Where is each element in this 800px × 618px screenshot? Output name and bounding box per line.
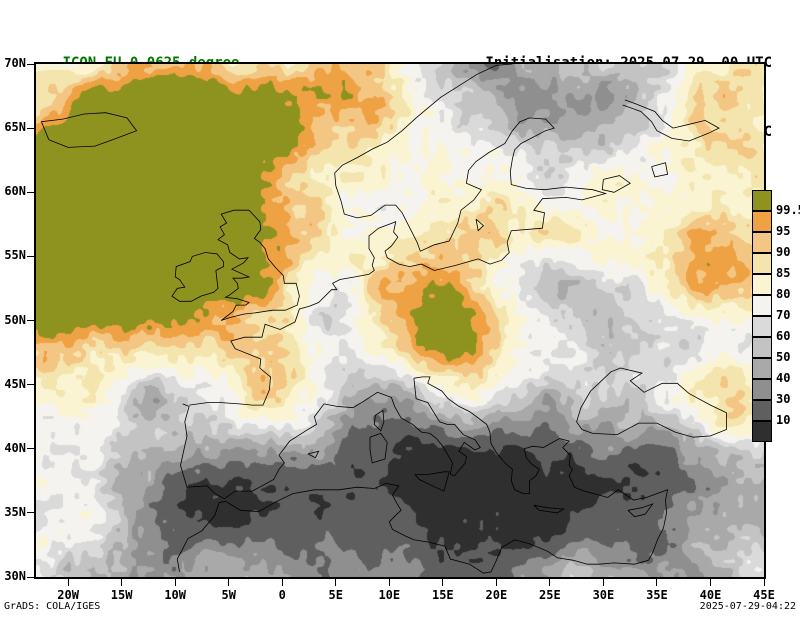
lon-tick-label: 15W (110, 588, 133, 602)
coastline-path (189, 64, 608, 406)
legend-color-cell (752, 295, 772, 316)
lon-tick (495, 579, 497, 586)
lon-tick (67, 579, 69, 586)
lon-tick-label: 45E (753, 588, 775, 602)
coastline-path (40, 112, 138, 148)
lat-tick (27, 127, 34, 129)
lat-tick (27, 255, 34, 257)
coastline-path (576, 367, 727, 438)
lon-tick-label: 5E (328, 588, 343, 602)
lon-tick (549, 579, 551, 586)
lon-tick (709, 579, 711, 586)
lat-tick-label: 35N (4, 504, 26, 519)
lat-tick-label: 50N (4, 312, 26, 327)
lon-tick-label: 10W (164, 588, 187, 602)
lat-tick-label: 45N (4, 376, 26, 391)
legend-color-cell (752, 358, 772, 379)
lon-tick-label: 35E (646, 588, 668, 602)
cloud-cover-raster (36, 64, 764, 577)
lon-tick (174, 579, 176, 586)
lat-tick (27, 384, 34, 386)
grads-credit: GrADS: COLA/IGES (4, 601, 101, 612)
lon-tick-label: 10E (378, 588, 401, 602)
lat-tick-label: 65N (4, 120, 26, 135)
legend-color-cell (752, 400, 772, 421)
lat-tick-label: 40N (4, 440, 26, 455)
coastline-path (627, 503, 654, 518)
coastline-path (373, 409, 385, 432)
legend-value-label: 85 (776, 266, 791, 280)
coastline-path (533, 504, 566, 514)
lat-tick (27, 63, 34, 65)
lon-tick-label: 5W (221, 588, 236, 602)
legend-color-cell (752, 379, 772, 400)
lat-tick-label: 70N (4, 56, 26, 70)
lat-tick (27, 512, 34, 514)
legend-value-label: 99.5 (776, 203, 800, 217)
legend-color-cell (752, 316, 772, 337)
legend-color-cell (752, 337, 772, 358)
coastline-path (651, 162, 669, 178)
coastline-path (414, 471, 450, 492)
lat-tick (27, 191, 34, 193)
lat-tick-label: 30N (4, 569, 26, 583)
creation-timestamp: 2025-07-29-04:22 (699, 601, 796, 612)
legend-value-label: 90 (776, 245, 791, 259)
coastline-path (622, 99, 720, 142)
legend-color-cell (752, 232, 772, 253)
coastline-path (601, 175, 631, 193)
lon-tick-label: 15E (431, 588, 454, 602)
legend-color-cell (752, 211, 772, 232)
lon-tick (121, 579, 123, 586)
map-frame (34, 62, 766, 579)
legend-value-label: 10 (776, 413, 791, 427)
legend-color-cell (752, 253, 772, 274)
coastline-path (176, 376, 669, 574)
lat-tick (27, 320, 34, 321)
lon-tick (763, 579, 765, 586)
legend-color-cell (752, 421, 772, 442)
legend-value-label: 80 (776, 287, 791, 301)
lon-tick-label: 20E (485, 588, 508, 602)
coastline-path (475, 218, 485, 232)
legend-value-label: 50 (776, 350, 791, 364)
legend-value-label: 30 (776, 392, 791, 406)
lat-tick (27, 576, 34, 578)
lon-tick (388, 579, 390, 586)
lon-tick (335, 579, 337, 586)
legend-value-label: 60 (776, 329, 791, 343)
lon-tick-label: 40E (699, 588, 722, 602)
legend-value-label: 95 (776, 224, 791, 238)
lon-tick (442, 579, 444, 586)
lon-tick-label: 0 (278, 588, 286, 602)
lon-tick-label: 30E (592, 588, 615, 602)
coastline-path (369, 432, 388, 464)
lon-tick (656, 579, 658, 586)
legend-color-cell (752, 190, 772, 211)
legend-color-cell (752, 274, 772, 295)
lon-tick-label: 25E (539, 588, 561, 602)
lat-tick-label: 55N (4, 248, 26, 263)
lat-tick (27, 448, 34, 450)
coastline-path (217, 209, 300, 321)
coastlines-overlay (40, 64, 727, 574)
coastline-path (171, 252, 224, 302)
lat-tick-label: 60N (4, 184, 26, 199)
lon-tick (228, 579, 230, 586)
lon-tick (281, 579, 283, 586)
legend-value-label: 70 (776, 308, 791, 322)
legend-value-label: 40 (776, 371, 791, 385)
lon-tick (602, 579, 604, 586)
lon-tick-label: 20W (57, 588, 79, 602)
coastline-path (307, 450, 320, 459)
